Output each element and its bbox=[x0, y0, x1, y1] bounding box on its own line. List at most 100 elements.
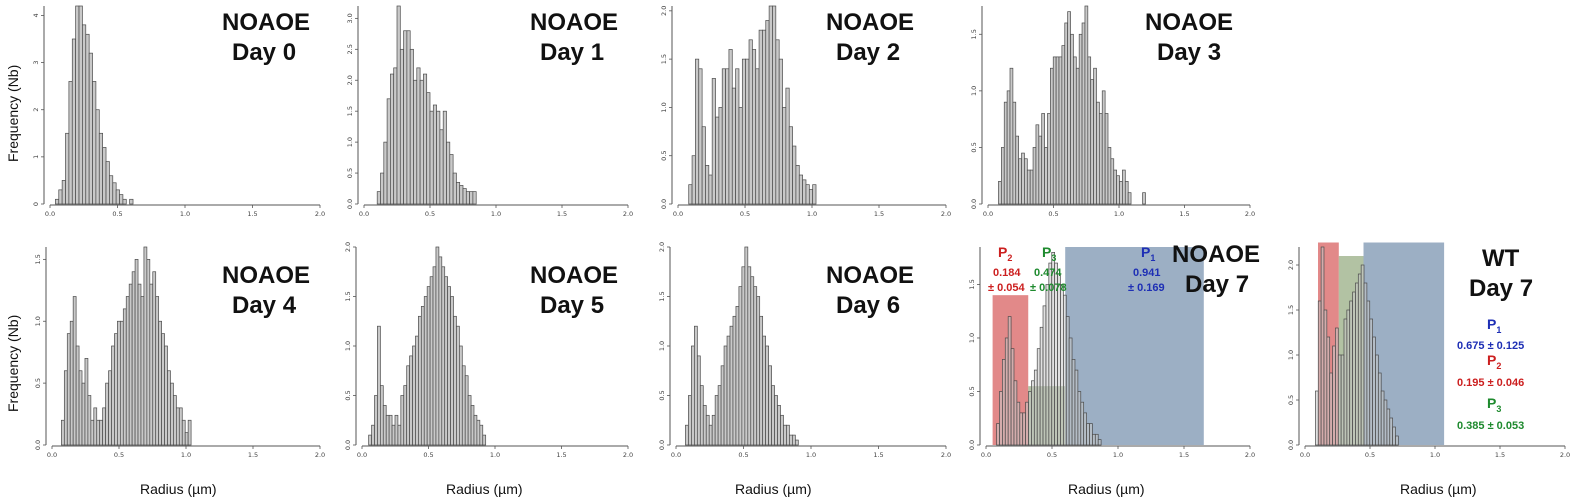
histogram-bar bbox=[732, 315, 737, 446]
panel-title-line1: NOAOE bbox=[826, 262, 914, 289]
histogram-bar bbox=[1107, 147, 1112, 205]
histogram-bar bbox=[1012, 101, 1017, 205]
histogram-bar bbox=[399, 48, 404, 205]
histogram-bar bbox=[718, 107, 723, 205]
histogram-bar bbox=[415, 335, 419, 446]
wt-p3-name: P3 bbox=[1487, 395, 1501, 414]
y-tick-label: 0.5 bbox=[968, 386, 976, 396]
x-tick-label: 1.0 bbox=[1430, 451, 1440, 459]
histogram-bar bbox=[744, 246, 749, 446]
histogram-bar bbox=[119, 320, 124, 446]
histogram-bar bbox=[108, 370, 112, 446]
histogram-bar bbox=[152, 271, 157, 446]
x-tick-label: 0.5 bbox=[1047, 451, 1057, 459]
x-tick-label: 1.0 bbox=[490, 451, 500, 459]
histogram-bar bbox=[181, 419, 186, 446]
y-tick-label: 2.0 bbox=[344, 242, 352, 252]
x-tick-label: 1.0 bbox=[806, 451, 816, 459]
histogram-bar bbox=[723, 345, 728, 446]
x-tick-label: 2.0 bbox=[315, 451, 325, 459]
histogram-bar bbox=[63, 370, 68, 446]
histogram-bar bbox=[112, 182, 117, 205]
histogram-bar bbox=[1093, 67, 1097, 205]
histogram-bar bbox=[450, 296, 454, 446]
y-tick-label: 1.0 bbox=[346, 137, 354, 147]
histogram-bar bbox=[1013, 380, 1018, 446]
histogram-bar bbox=[385, 414, 390, 446]
wt-p2-name: P2 bbox=[1487, 352, 1501, 371]
y-axis-label: Frequency (Nb) bbox=[5, 65, 21, 162]
wt-p2-value: 0.195 ± 0.046 bbox=[1457, 377, 1524, 389]
histogram-bar bbox=[768, 365, 772, 446]
histogram-bar bbox=[1346, 309, 1351, 446]
histogram-bar bbox=[128, 283, 133, 446]
x-tick-label: 1.5 bbox=[873, 451, 883, 459]
histogram-bar bbox=[735, 306, 740, 446]
histogram-bar bbox=[380, 385, 384, 446]
histogram-bar bbox=[158, 320, 162, 446]
histogram-bar bbox=[1357, 273, 1362, 446]
y-tick-label: 0.0 bbox=[1287, 440, 1295, 450]
y-tick-label: 0.0 bbox=[34, 440, 42, 450]
histogram-bar bbox=[1075, 67, 1080, 205]
wt-annotation-p3: P3 0.385 ± 0.053 bbox=[1457, 395, 1524, 432]
histogram-bar bbox=[1097, 439, 1102, 446]
histogram-bar bbox=[391, 424, 396, 446]
histogram-bar bbox=[479, 424, 484, 446]
histogram-bar bbox=[453, 315, 457, 446]
histogram-bar bbox=[102, 147, 107, 205]
histogram-bar bbox=[1086, 423, 1090, 446]
panel-noaoe-day1: 0.0 0.5 1.0 1.5 2.0 0.0 0.5 1.0 1.5 2.0 2.5 3.0 bbox=[346, 5, 633, 218]
histogram-bar bbox=[998, 181, 1002, 205]
histogram-bar bbox=[1031, 380, 1035, 446]
histogram-bar bbox=[85, 33, 90, 205]
histogram-bar bbox=[772, 5, 777, 205]
y-tick-label: 2 bbox=[32, 108, 40, 112]
histogram-bar bbox=[78, 370, 83, 446]
histogram-bar bbox=[400, 395, 405, 446]
histogram-bar bbox=[720, 365, 725, 446]
x-tick-label: 0.0 bbox=[45, 210, 55, 218]
histogram-bar bbox=[146, 259, 151, 446]
x-tick-label: 2.0 bbox=[1245, 451, 1255, 459]
panel-title-line1: NOAOE bbox=[1145, 9, 1233, 36]
histogram-bar bbox=[1127, 192, 1132, 205]
histogram-bar bbox=[1124, 181, 1129, 205]
histogram-bar bbox=[1006, 90, 1011, 205]
histogram-bar bbox=[1032, 147, 1037, 205]
histogram-bar bbox=[99, 419, 104, 446]
x-tick-label: 0.0 bbox=[47, 451, 57, 459]
histogram-bar bbox=[1070, 33, 1074, 205]
histogram-bar bbox=[438, 256, 443, 446]
histogram-bar bbox=[805, 184, 810, 205]
histogram-bar bbox=[134, 259, 139, 446]
y-tick-label: 0.5 bbox=[346, 168, 354, 178]
wt-p1-name: P1 bbox=[1487, 316, 1501, 335]
histogram-bar bbox=[789, 434, 793, 446]
histogram-bar bbox=[1320, 246, 1325, 446]
histogram-bar bbox=[688, 184, 693, 205]
x-axis-label: Radius (µm) bbox=[446, 481, 523, 497]
histogram-bar bbox=[161, 333, 165, 446]
histogram-bar bbox=[741, 58, 747, 205]
x-tick-label: 1.5 bbox=[247, 210, 257, 218]
histogram-bar bbox=[388, 414, 393, 446]
x-tick-label: 1.5 bbox=[556, 451, 566, 459]
panel-noaoe-day3: 0.0 0.5 1.0 1.5 2.0 0.0 0.5 1.0 1.5 bbox=[970, 5, 1255, 218]
y-tick-label: 0.5 bbox=[34, 378, 42, 388]
panel-title-line1: NOAOE bbox=[530, 9, 618, 36]
histogram-bar bbox=[419, 79, 424, 205]
histogram-bar bbox=[98, 132, 104, 205]
histogram-bar bbox=[1050, 67, 1054, 205]
y-tick-label: 2.0 bbox=[660, 6, 668, 16]
histogram-bar bbox=[1389, 417, 1393, 446]
histogram-bar bbox=[715, 116, 720, 205]
panel-noaoe-day4: 0.0 0.5 1.0 1.5 2.0 0.0 0.5 1.0 1.5 bbox=[34, 246, 325, 459]
histogram-bar bbox=[461, 365, 466, 446]
histogram-bar bbox=[441, 266, 446, 446]
y-tick-label: 1.0 bbox=[658, 341, 666, 351]
panel-title-line2: Day 0 bbox=[232, 39, 296, 66]
histogram-bar bbox=[750, 276, 755, 446]
y-tick-label: 1.5 bbox=[970, 29, 978, 39]
histogram-bar bbox=[1101, 90, 1106, 205]
